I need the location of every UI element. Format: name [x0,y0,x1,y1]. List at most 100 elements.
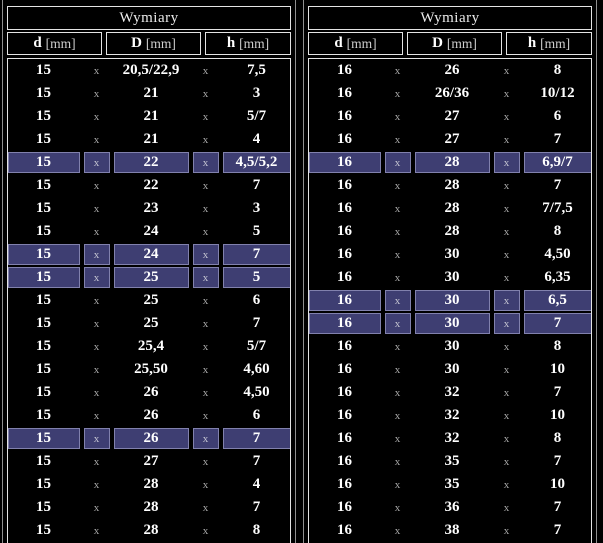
column-header-h: h [mm] [205,32,291,55]
cell-h: 6 [252,407,261,423]
cell-d: 15 [8,244,80,265]
cell-h: 7 [553,384,562,400]
cell-separator: x [93,455,100,468]
cell-d: 15 [36,85,51,101]
table-row-highlighted: 15 x 26 x 7 [8,427,290,450]
column-unit: [mm] [45,35,76,51]
cell-separator: x [202,501,209,514]
cell-separator: x [202,225,209,238]
table-row: 16 x 36 x 7 [309,496,591,519]
cell-separator: x [93,409,100,422]
table-row: 15 x 25,4 x 5/7 [8,335,290,358]
cell-D: 32 [444,407,460,423]
table-row: 16 x 28 x 7/7,5 [309,197,591,220]
cell-D: 26 [143,384,159,400]
cell-separator: x [503,501,510,514]
cell-separator: x [493,290,520,311]
cell-d: 16 [337,246,352,262]
cell-d: 15 [36,177,51,193]
cell-h: 8 [553,223,562,239]
cell-separator: x [503,133,510,146]
cell-d: 15 [36,131,51,147]
cell-d: 16 [309,290,381,311]
cell-D: 28 [444,177,460,193]
cell-separator: x [202,455,209,468]
cell-separator: x [503,455,510,468]
cell-separator: x [503,340,510,353]
cell-separator: x [202,179,209,192]
cell-separator: x [503,248,510,261]
column-unit: [mm] [145,35,176,51]
cell-separator: x [503,524,510,537]
table-row-highlighted: 15 x 25 x 5 [8,266,290,289]
cell-d: 15 [36,384,51,400]
column-header-d: d [mm] [7,32,102,55]
cell-separator: x [394,501,401,514]
cell-h: 4 [252,476,261,492]
cell-h: 7 [553,499,562,515]
table-row: 16 x 32 x 7 [309,381,591,404]
cell-h: 3 [252,200,261,216]
cell-separator: x [93,64,100,77]
cell-D: 30 [444,361,460,377]
cell-separator: x [394,524,401,537]
cell-separator: x [384,290,411,311]
cell-h: 7 [252,315,261,331]
cell-h: 6,9/7 [523,152,591,173]
column-header-d: d [mm] [308,32,403,55]
cell-separator: x [384,313,411,334]
cell-h: 4,5/5,2 [222,152,290,173]
cell-separator: x [394,87,401,100]
column-header-h: h [mm] [506,32,592,55]
table-row: 16 x 30 x 4,50 [309,243,591,266]
cell-separator: x [83,428,110,449]
cell-D: 20,5/22,9 [122,62,180,78]
cell-d: 15 [36,108,51,124]
cell-d: 16 [309,152,381,173]
cell-separator: x [394,409,401,422]
cell-separator: x [394,225,401,238]
cell-separator: x [192,152,219,173]
cell-d: 15 [36,338,51,354]
cell-separator: x [503,271,510,284]
column-letter: D [131,35,142,51]
table-row: 16 x 27 x 7 [309,128,591,151]
cell-D: 21 [143,85,159,101]
cell-D: 23 [143,200,159,216]
column-unit: [mm] [239,35,270,51]
dimension-table-d15: Wymiary d [mm] D [mm] h [mm] 15 x 20,5/22,… [2,0,296,543]
column-header-D: D [mm] [106,32,201,55]
cell-separator: x [202,386,209,399]
table-row: 16 x 28 x 7 [309,174,591,197]
cell-h: 7 [222,428,290,449]
cell-separator: x [83,244,110,265]
cell-d: 15 [36,522,51,538]
table-row: 15 x 24 x 5 [8,220,290,243]
column-letter: D [432,35,443,51]
cell-D: 30 [414,290,490,311]
cell-separator: x [394,202,401,215]
table-row: 15 x 26 x 4,50 [8,381,290,404]
cell-separator: x [93,501,100,514]
cell-h: 4,50 [544,246,571,262]
table-row-highlighted: 16 x 30 x 6,5 [309,289,591,312]
cell-h: 6,35 [544,269,571,285]
cell-separator: x [394,455,401,468]
cell-d: 15 [36,476,51,492]
cell-separator: x [503,179,510,192]
cell-h: 7 [252,453,261,469]
cell-D: 28 [143,499,159,515]
cell-D: 35 [444,476,460,492]
cell-D: 30 [444,246,460,262]
cell-h: 5/7 [246,108,267,124]
cell-h: 3 [252,85,261,101]
cell-h: 6,5 [523,290,591,311]
cell-separator: x [192,267,219,288]
cell-D: 26/36 [434,85,470,101]
cell-d: 15 [8,152,80,173]
cell-separator: x [394,340,401,353]
cell-separator: x [384,152,411,173]
table-row-highlighted: 15 x 24 x 7 [8,243,290,266]
cell-separator: x [493,313,520,334]
table-row: 16 x 30 x 6,35 [309,266,591,289]
